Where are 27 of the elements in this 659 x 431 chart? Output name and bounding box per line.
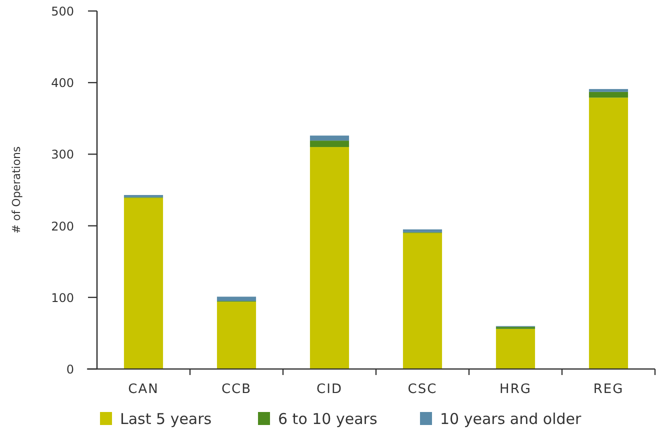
y-tick-label: 400 [51, 76, 74, 90]
x-tick-label: CSC [408, 382, 438, 397]
legend-label: 10 years and older [440, 410, 582, 428]
bar [402, 232, 442, 369]
bar [216, 302, 256, 369]
bar [588, 98, 628, 369]
y-tick-label: 300 [51, 148, 74, 162]
x-tick-label: REG [593, 382, 624, 397]
y-tick-label: 0 [66, 362, 74, 376]
bar [588, 92, 628, 98]
y-axis-title: # of Operations [10, 146, 23, 234]
legend-label: Last 5 years [120, 410, 212, 428]
legend-label: 6 to 10 years [278, 410, 378, 428]
x-tick-label: CCB [221, 382, 252, 397]
bar [496, 328, 536, 369]
x-tick-label: HRG [500, 382, 532, 397]
x-tick-label: CID [316, 382, 342, 397]
bar [216, 296, 256, 301]
bar [310, 140, 350, 148]
x-tick-label: CAN [128, 382, 159, 397]
bar [310, 136, 350, 141]
y-tick-label: 100 [51, 290, 74, 305]
bar [588, 89, 628, 92]
bar [124, 198, 164, 369]
y-tick-label: 200 [51, 219, 74, 234]
y-tick-label: 500 [51, 4, 74, 18]
bar [310, 147, 350, 369]
